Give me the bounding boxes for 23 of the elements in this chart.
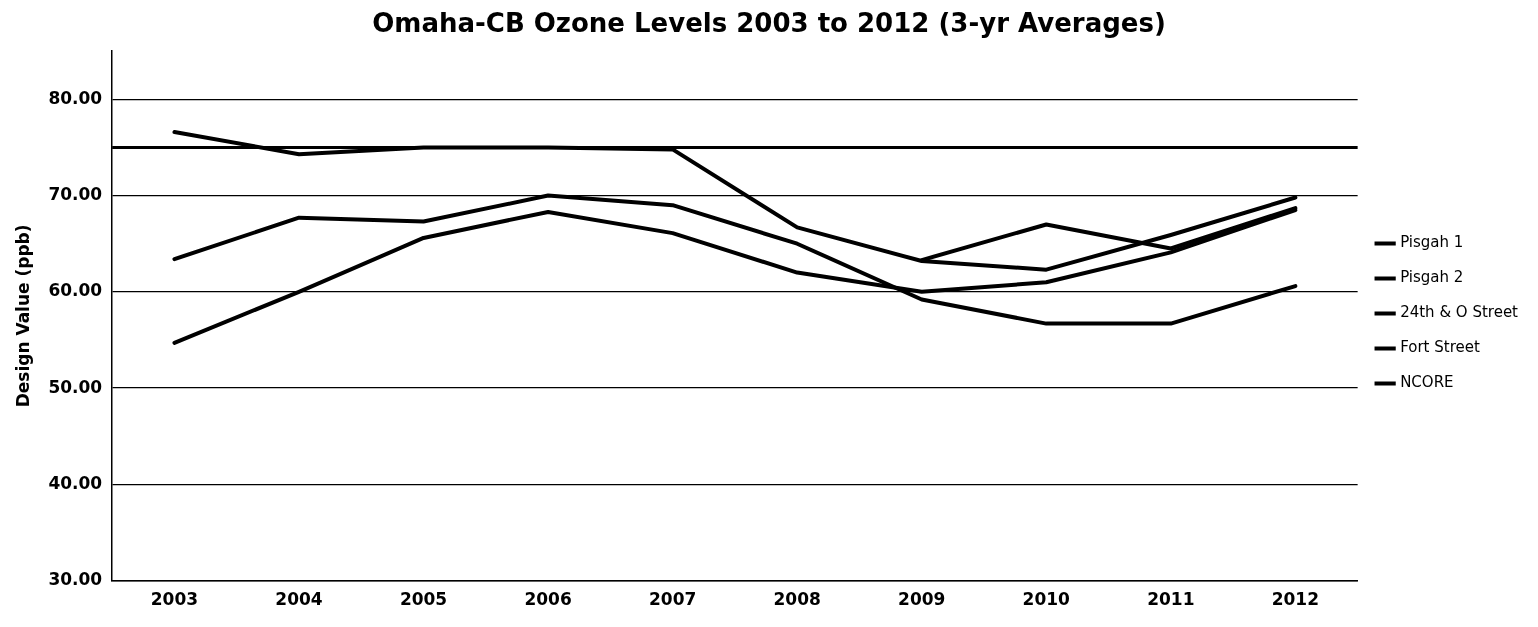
y-tick-label: 50.00 [48, 376, 103, 397]
legend-label: Fort Street [1400, 338, 1480, 357]
x-tick-label: 2012 [1271, 589, 1320, 610]
y-tick-label: 80.00 [48, 87, 103, 108]
x-tick-label: 2008 [773, 589, 821, 610]
x-tick-label: 2010 [1022, 589, 1071, 610]
x-tick-label: 2011 [1147, 589, 1195, 610]
x-tick-label: 2004 [275, 589, 323, 610]
y-axis-title: Design Value (ppb) [12, 224, 33, 408]
legend-label: 24th & O Street [1400, 303, 1519, 322]
y-tick-label: 40.00 [48, 472, 103, 493]
y-tick-label: 70.00 [48, 184, 103, 204]
x-tick-label: 2003 [150, 589, 199, 610]
y-tick-label: 30.00 [48, 569, 103, 590]
legend-label: NCORE [1400, 373, 1454, 392]
legend-label: Pisgah 1 [1400, 233, 1464, 252]
chart-title: Omaha-CB Ozone Levels 2003 to 2012 (3-yr Averages) [372, 8, 1166, 39]
legend-label: Pisgah 2 [1400, 268, 1464, 287]
x-tick-label: 2009 [898, 589, 946, 610]
x-tick-label: 2006 [524, 589, 572, 610]
y-tick-label: 60.00 [48, 280, 103, 301]
x-tick-label: 2007 [648, 589, 697, 610]
x-tick-label: 2005 [399, 589, 448, 610]
